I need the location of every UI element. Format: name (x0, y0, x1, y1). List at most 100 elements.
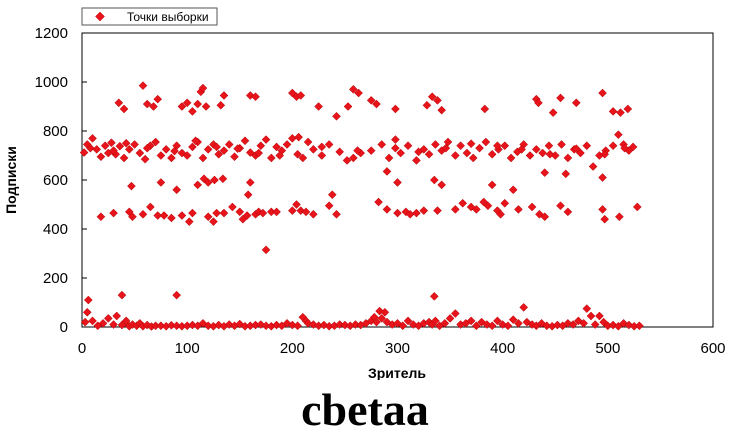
data-point (193, 99, 203, 109)
y-tick-label: 400 (43, 221, 68, 238)
data-point (198, 153, 208, 163)
data-point (525, 151, 535, 160)
data-point (576, 148, 585, 158)
data-point (167, 153, 176, 163)
data-point (266, 153, 276, 163)
data-point (519, 303, 529, 312)
data-point (332, 111, 341, 121)
data-point (372, 317, 381, 327)
data-point (475, 143, 484, 153)
data-point (431, 140, 440, 149)
data-point (582, 304, 592, 313)
data-point (480, 104, 490, 114)
y-axis-title: Подписки (3, 146, 19, 214)
data-point (219, 91, 229, 100)
data-point (296, 206, 306, 215)
data-point (382, 205, 392, 214)
data-point (82, 307, 92, 317)
x-axis-ticks: 0 100 200 300 400 500 600 (78, 322, 726, 357)
data-point (561, 169, 571, 179)
data-point (212, 208, 221, 218)
data-point (191, 136, 200, 146)
data-point (142, 99, 152, 109)
data-point (203, 145, 213, 154)
data-point (427, 92, 437, 102)
data-point (403, 316, 413, 326)
data-point (109, 208, 118, 218)
data-point (514, 318, 523, 328)
data-point (292, 200, 301, 209)
data-point (203, 178, 213, 187)
data-point (242, 211, 252, 220)
data-point (327, 190, 337, 200)
data-point (538, 148, 547, 158)
x-axis-title: Зритель (368, 365, 426, 380)
data-point (251, 92, 260, 102)
data-point (107, 138, 116, 148)
data-point (366, 96, 376, 105)
data-point (342, 156, 352, 165)
data-point (140, 154, 150, 164)
data-point (161, 145, 171, 154)
x-tick-label: 500 (595, 340, 620, 357)
data-point (487, 149, 497, 159)
data-point (441, 143, 451, 153)
data-point (324, 140, 334, 149)
data-point (293, 321, 302, 331)
data-point (172, 290, 182, 300)
data-point (103, 314, 113, 323)
data-point (599, 317, 608, 327)
data-point (117, 290, 127, 300)
data-point (254, 148, 264, 158)
data-point (309, 209, 318, 219)
data-point (214, 320, 224, 330)
data-point (391, 143, 400, 153)
data-point (309, 320, 318, 329)
data-point (261, 321, 271, 331)
x-tick-label: 400 (490, 340, 515, 357)
data-point (182, 151, 192, 160)
data-point (500, 198, 510, 208)
data-point (391, 104, 400, 114)
data-point (317, 151, 327, 160)
data-point (353, 146, 362, 155)
data-point (588, 162, 598, 171)
data-point (256, 141, 266, 151)
data-point (613, 130, 623, 140)
data-point (314, 102, 323, 111)
data-point (294, 132, 303, 142)
data-point (377, 314, 387, 323)
data-point (514, 205, 523, 214)
data-point (487, 180, 497, 190)
data-point (598, 205, 607, 214)
x-tick-label: 600 (700, 340, 725, 357)
data-point (615, 212, 624, 222)
data-point (377, 140, 387, 149)
data-point (156, 321, 166, 331)
data-point (616, 108, 625, 117)
data-point (301, 207, 311, 217)
data-point (115, 141, 125, 151)
data-point (487, 321, 497, 331)
data-point (498, 320, 508, 329)
data-point (437, 180, 447, 190)
data-point (245, 91, 255, 100)
data-point (261, 135, 271, 144)
data-point (298, 153, 308, 163)
data-point (219, 208, 229, 218)
data-point (450, 151, 460, 160)
data-point (96, 212, 106, 222)
data-point (419, 206, 429, 215)
data-point (212, 142, 221, 152)
data-point (433, 96, 442, 105)
data-point (193, 180, 203, 190)
data-point (440, 318, 450, 328)
data-point (184, 217, 194, 227)
data-point (83, 295, 93, 305)
y-axis-ticks: 0 200 400 600 800 1000 1200 (35, 25, 87, 336)
data-point (224, 140, 234, 149)
data-point (230, 152, 239, 162)
data-point (548, 108, 558, 117)
data-point (188, 208, 197, 218)
data-point (172, 321, 182, 331)
